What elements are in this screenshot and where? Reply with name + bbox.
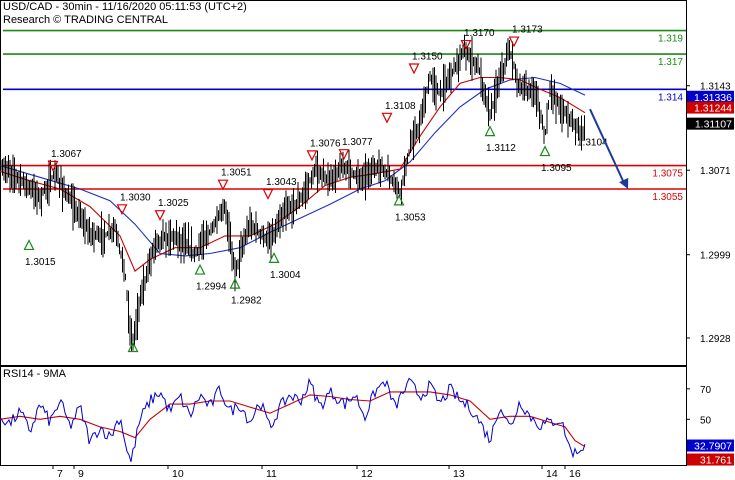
marker-label-1.3067: 1.3067 [51, 149, 82, 160]
level-label-1.3055: 1.3055 [652, 192, 683, 203]
support-marker [23, 239, 35, 251]
resistance-marker [338, 149, 350, 161]
support-marker [268, 251, 280, 263]
level-lines: 1.319 1.317 1.314 1.3075 1.3055 [3, 29, 686, 203]
resistance-marker [154, 210, 166, 222]
marker-label-1.3004: 1.3004 [270, 270, 301, 281]
forecast-arrow [589, 108, 629, 189]
forecast-arrow-shaft [589, 108, 625, 184]
research-credit: Research © TRADING CENTRAL [3, 14, 168, 26]
marker-label-1.3173: 1.3173 [512, 25, 543, 36]
forecast-arrow-head [619, 177, 629, 189]
rsi-ma-line [0, 391, 586, 448]
price-tag-1.31336 [687, 90, 734, 103]
level-label-1.314: 1.314 [658, 92, 683, 103]
date-axis-label-7: 7 [57, 468, 63, 480]
resistance-marker [508, 36, 520, 48]
marker-label-1.2982: 1.2982 [231, 296, 262, 307]
level-label-1.3075: 1.3075 [652, 169, 683, 180]
date-axis-label-16: 16 [569, 468, 581, 480]
price-tag-label-1.31244: 1.31244 [694, 103, 732, 115]
rsi-axis-label-70: 70 [700, 385, 712, 396]
marker-label-1.2994: 1.2994 [196, 282, 227, 293]
marker-label-1.3095: 1.3095 [541, 163, 572, 174]
marker-label-1.3076: 1.3076 [310, 138, 341, 149]
rsi-panel-frame [0, 366, 687, 466]
rsi-axis-label-50: 50 [700, 415, 712, 426]
marker-label-1.3150: 1.3150 [412, 52, 443, 63]
rsi-ma-value-label: 31.761 [700, 455, 732, 467]
support-marker [194, 263, 206, 275]
marker-label-1.3051: 1.3051 [221, 168, 252, 179]
date-axis-label-13: 13 [453, 468, 465, 480]
support-marker [484, 125, 496, 137]
marker-label-1.3104: 1.3104 [577, 138, 608, 149]
marker-label-1.3112: 1.3112 [486, 143, 516, 154]
rsi-panel [0, 377, 586, 462]
resistance-marker [381, 112, 393, 124]
marker-label-1.3053: 1.3053 [395, 212, 426, 223]
resistance-marker [306, 150, 318, 162]
level-label-1.317: 1.317 [658, 57, 683, 68]
rsi-value-label: 32.7907 [694, 441, 732, 453]
resistance-marker [262, 188, 274, 200]
marker-label-1.3170: 1.3170 [464, 28, 495, 39]
price-series [0, 34, 585, 352]
date-axis-label-14: 14 [546, 468, 558, 480]
price-axis-label-1.3071: 1.3071 [700, 166, 731, 177]
resistance-marker [460, 39, 472, 51]
resistance-marker [408, 63, 420, 75]
marker-label-1.3108: 1.3108 [385, 101, 416, 112]
support-marker [539, 145, 551, 157]
marker-label-1.3077: 1.3077 [342, 137, 373, 148]
ma-red-line [0, 76, 586, 272]
chart-title: USD/CAD - 30min - 11/16/2020 05:11:53 (U… [3, 1, 247, 13]
marker-label-1.3030: 1.3030 [120, 192, 151, 203]
price-panel-frame [0, 0, 687, 366]
rsi-value-tag [687, 439, 734, 452]
resistance-marker [217, 179, 229, 191]
marker-label-1.3043: 1.3043 [266, 177, 297, 188]
chart-background [0, 0, 687, 466]
date-axis-label-9: 9 [78, 468, 84, 480]
rsi-title: RSI14 - 9MA [3, 368, 66, 380]
marker-label-1.3025: 1.3025 [158, 198, 189, 209]
marker-label-1.3015: 1.3015 [25, 257, 56, 268]
date-axis-label-10: 10 [172, 468, 184, 480]
date-axis-label-11: 11 [266, 468, 277, 480]
price-axis-label-1.2928: 1.2928 [700, 334, 731, 345]
date-axis-label-12: 12 [361, 468, 373, 480]
level-label-1.319: 1.319 [658, 34, 683, 45]
resistance-marker [47, 160, 59, 172]
support-marker [393, 194, 405, 206]
support-marker [229, 277, 241, 289]
support-marker [127, 341, 139, 353]
rsi-ma-value-tag [687, 453, 734, 466]
price-axis-label-1.2999: 1.2999 [700, 251, 731, 262]
price-tag-1.31107 [687, 117, 734, 130]
price-tag-label-1.31107: 1.31107 [695, 119, 732, 131]
price-tag-1.31244 [687, 101, 734, 114]
resistance-marker [116, 204, 128, 216]
rsi-line [0, 377, 586, 462]
price-axis-label-1.3143: 1.3143 [700, 82, 731, 93]
price-tag-label-1.31336: 1.31336 [694, 92, 732, 104]
